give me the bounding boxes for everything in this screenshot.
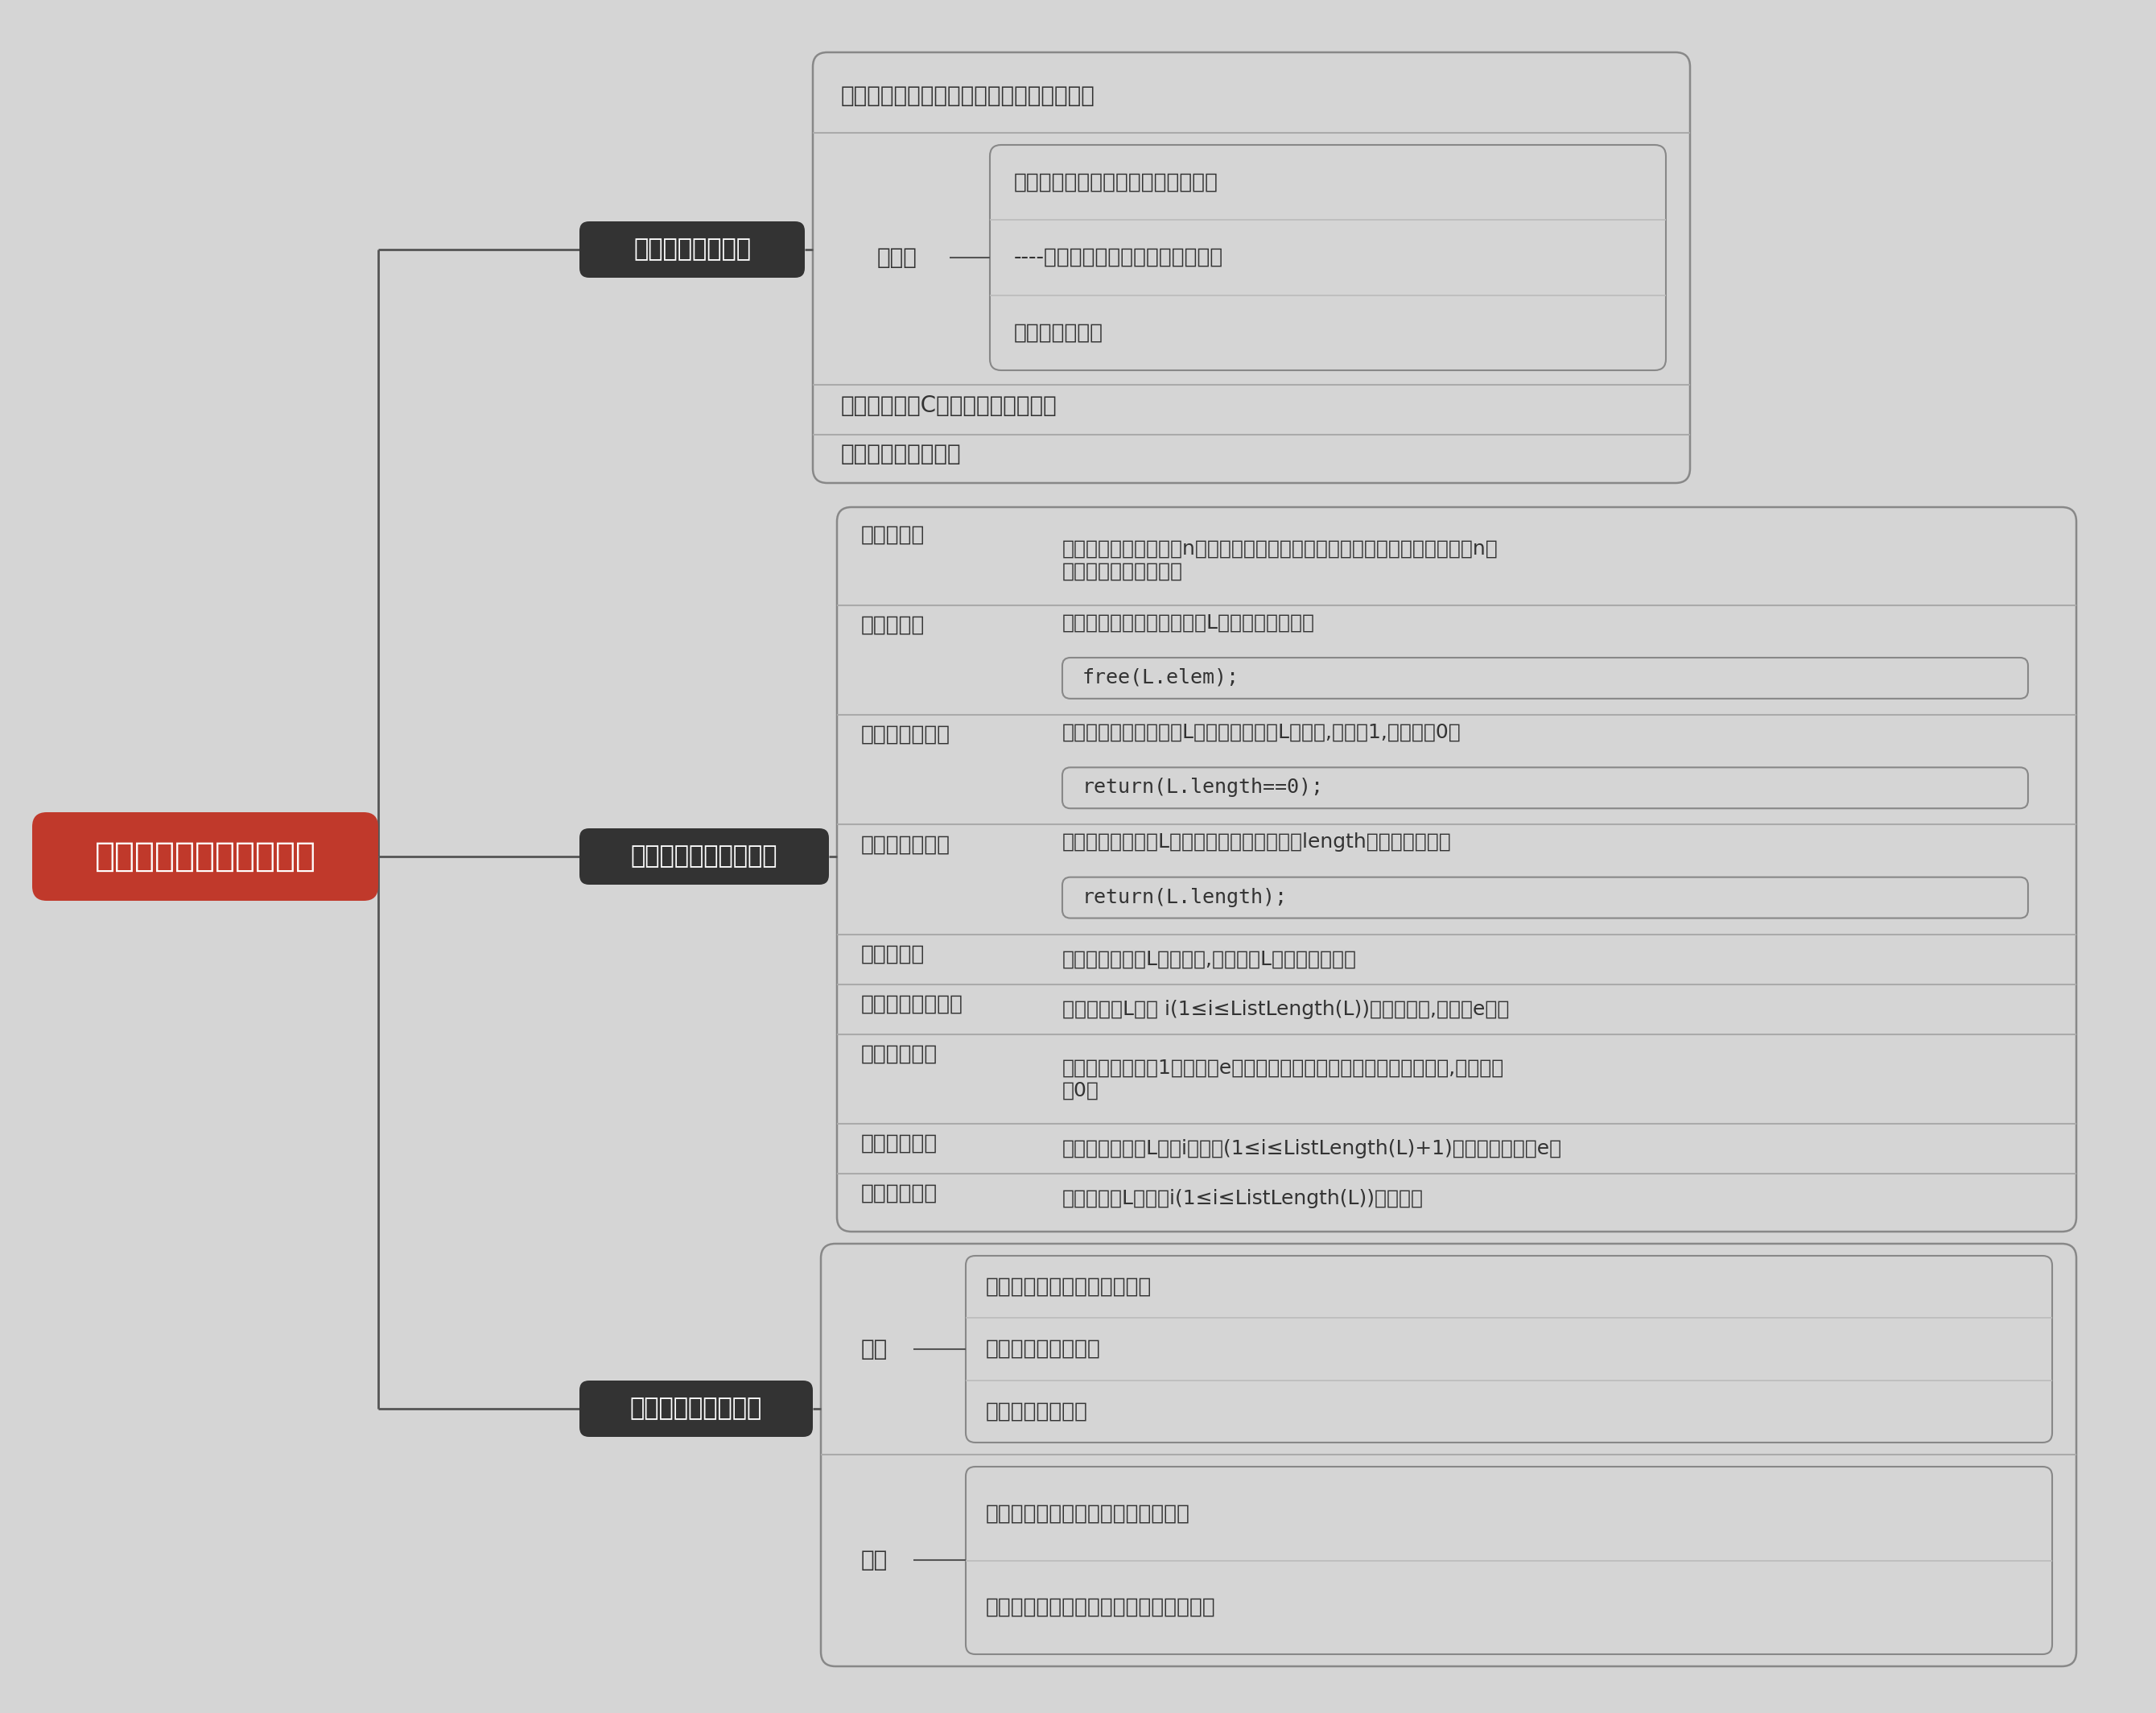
Text: 缺点: 缺点 bbox=[860, 1549, 888, 1571]
FancyBboxPatch shape bbox=[580, 829, 828, 884]
Text: 实现：可采用C语言的一维数组实现: 实现：可采用C语言的一维数组实现 bbox=[841, 394, 1056, 416]
Text: 该运算返回L中第 i(1≤i≤ListLength(L))个元素的值,存放在e中。: 该运算返回L中第 i(1≤i≤ListLength(L))个元素的值,存放在e中… bbox=[1063, 999, 1509, 1019]
Text: 逻辑关系相邻，物理位置相邻: 逻辑关系相邻，物理位置相邻 bbox=[985, 1276, 1151, 1297]
Text: 可实现随机存取: 可实现随机存取 bbox=[1013, 322, 1104, 343]
Text: 逻辑上相邻的元素其物理地址也相邻: 逻辑上相邻的元素其物理地址也相邻 bbox=[1013, 171, 1218, 194]
Text: 插入、删除操作需要移动大量的元素: 插入、删除操作需要移动大量的元素 bbox=[985, 1502, 1190, 1525]
Text: 求某个数据元素值: 求某个数据元素值 bbox=[860, 994, 964, 1014]
Text: 用一段连续存储空间存储线性表中的各元素: 用一段连续存储空间存储线性表中的各元素 bbox=[841, 84, 1095, 106]
Text: 该运算顺序查找第1个值域与e相等的元素的位序。若这样的元素不存在,则返回值
为0。: 该运算顺序查找第1个值域与e相等的元素的位序。若这样的元素不存在,则返回值 为0… bbox=[1063, 1059, 1505, 1100]
FancyBboxPatch shape bbox=[580, 1381, 813, 1437]
Text: free(L.elem);: free(L.elem); bbox=[1082, 668, 1240, 687]
Text: 删除数据元素: 删除数据元素 bbox=[860, 1184, 938, 1204]
Text: return(L.length==0);: return(L.length==0); bbox=[1082, 778, 1324, 797]
Text: 线性表顺序存储结构: 线性表顺序存储结构 bbox=[841, 442, 962, 466]
Text: 该运算的结果是释放线性表L占用的内存空间。: 该运算的结果是释放线性表L占用的内存空间。 bbox=[1063, 613, 1315, 632]
Text: 该运算在顺序表L的第i个位置(1≤i≤ListLength(L)+1)上插入新的元素e。: 该运算在顺序表L的第i个位置(1≤i≤ListLength(L)+1)上插入新的… bbox=[1063, 1139, 1563, 1158]
FancyBboxPatch shape bbox=[32, 812, 377, 901]
Text: 线性表的顺序表示和实现: 线性表的顺序表示和实现 bbox=[95, 839, 317, 874]
Text: 该运算返回一个值表示L是否为空表。若L为空表,则返回1,否则返回0。: 该运算返回一个值表示L是否为空表。若L为空表,则返回1,否则返回0。 bbox=[1063, 723, 1462, 742]
Text: 建立顺序表: 建立顺序表 bbox=[860, 524, 925, 546]
Text: 插入数据元素: 插入数据元素 bbox=[860, 1134, 938, 1155]
FancyBboxPatch shape bbox=[580, 221, 804, 278]
Text: 其方法是将给定的含有n个元素的数组的每个元素依次放入到顺序表中，并将n赋
给顺序表的长度成员。: 其方法是将给定的含有n个元素的数组的每个元素依次放入到顺序表中，并将n赋 给顺序… bbox=[1063, 540, 1498, 581]
Text: 删除顺序表L中的第i(1≤i≤ListLength(L))个元素。: 删除顺序表L中的第i(1≤i≤ListLength(L))个元素。 bbox=[1063, 1189, 1423, 1208]
Text: ----用存储位置来直接反映逻辑关系: ----用存储位置来直接反映逻辑关系 bbox=[1013, 247, 1222, 267]
Text: 顺序存储结构的特点: 顺序存储结构的特点 bbox=[630, 1398, 763, 1420]
Text: 该运算返回顺序表L的长度。实际上只需返回length成员的值即可。: 该运算返回顺序表L的长度。实际上只需返回length成员的值即可。 bbox=[1063, 833, 1451, 851]
Text: 输出线性表: 输出线性表 bbox=[860, 944, 925, 964]
Text: 分配空间需按固定大小分配，利用不充分: 分配空间需按固定大小分配，利用不充分 bbox=[985, 1597, 1216, 1617]
Text: 存储空间使用紧凑: 存储空间使用紧凑 bbox=[985, 1401, 1089, 1422]
Text: 该运算当线性表L不为空时,顺序显示L中各元素的值。: 该运算当线性表L不为空时,顺序显示L中各元素的值。 bbox=[1063, 949, 1356, 970]
Text: 特点：: 特点： bbox=[877, 247, 916, 269]
Text: 可随机存取任一元素: 可随机存取任一元素 bbox=[985, 1338, 1102, 1360]
Text: 按元素值查找: 按元素值查找 bbox=[860, 1043, 938, 1064]
Text: 顺序表基本运算的实现: 顺序表基本运算的实现 bbox=[632, 845, 778, 868]
Text: 优点: 优点 bbox=[860, 1338, 888, 1360]
Text: return(L.length);: return(L.length); bbox=[1082, 887, 1287, 906]
Text: 销毁线性表: 销毁线性表 bbox=[860, 615, 925, 636]
Text: 求线性表的长度: 求线性表的长度 bbox=[860, 834, 951, 855]
Text: 线性表的顺序表示: 线性表的顺序表示 bbox=[634, 238, 750, 260]
Text: 判定是否为空表: 判定是否为空表 bbox=[860, 725, 951, 745]
